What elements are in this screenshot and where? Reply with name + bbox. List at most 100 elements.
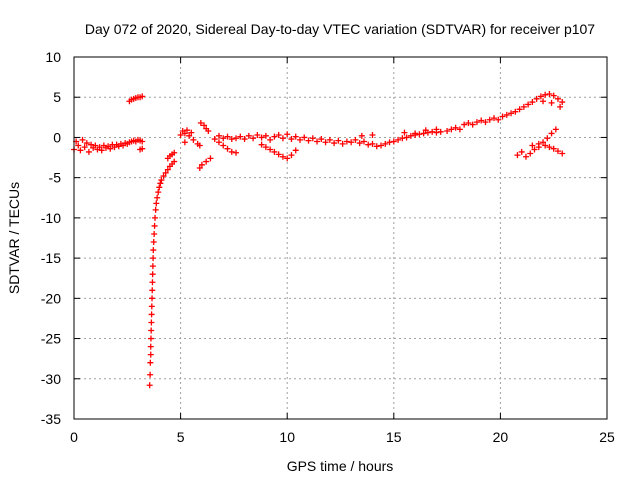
data-point — [386, 139, 393, 146]
data-point — [542, 142, 549, 149]
data-point — [456, 126, 463, 133]
data-point — [557, 103, 564, 110]
data-point — [416, 131, 423, 138]
data-point — [215, 132, 222, 139]
data-point — [155, 189, 162, 196]
data-point — [535, 140, 542, 147]
y-tick-label: -5 — [49, 170, 62, 186]
data-point — [162, 169, 169, 176]
data-point — [529, 142, 536, 149]
data-point — [215, 139, 222, 146]
data-point — [360, 138, 367, 145]
data-point — [540, 98, 547, 105]
y-tick-label: -15 — [41, 250, 61, 266]
data-point — [267, 146, 274, 153]
data-point — [196, 165, 203, 172]
y-axis-label: SDTVAR / TECUs — [6, 182, 22, 294]
data-point — [537, 93, 544, 100]
data-point — [160, 173, 167, 180]
data-point — [98, 147, 105, 154]
data-point — [292, 147, 299, 154]
data-point — [228, 148, 235, 155]
data-point — [284, 131, 291, 138]
data-point — [356, 140, 363, 147]
data-point — [433, 126, 440, 133]
data-point — [151, 222, 158, 229]
data-points — [71, 91, 566, 389]
data-point — [339, 140, 346, 147]
data-point — [188, 129, 195, 136]
data-point — [554, 95, 561, 102]
data-point — [422, 127, 429, 134]
data-point — [245, 132, 252, 139]
data-point — [75, 142, 82, 149]
data-point — [147, 371, 154, 378]
data-point — [186, 132, 193, 139]
data-point — [546, 91, 553, 98]
data-point — [139, 138, 146, 145]
data-point — [220, 135, 227, 142]
data-point — [491, 115, 498, 122]
data-point — [525, 101, 532, 108]
data-point — [548, 130, 555, 137]
data-point — [559, 99, 566, 106]
data-point — [197, 119, 204, 126]
data-point — [518, 148, 525, 155]
data-point — [512, 108, 519, 115]
data-point — [499, 113, 506, 120]
data-point — [149, 287, 156, 294]
data-point — [83, 140, 90, 147]
data-point — [309, 135, 316, 142]
data-point — [183, 127, 190, 134]
data-point — [271, 133, 278, 140]
data-point — [559, 150, 566, 157]
data-point — [279, 153, 286, 160]
data-point — [358, 132, 365, 139]
x-tick-label: 25 — [599, 429, 615, 445]
data-point — [322, 139, 329, 146]
data-point — [88, 141, 95, 148]
data-point — [237, 133, 244, 140]
x-tick-label: 20 — [493, 429, 509, 445]
data-point — [149, 271, 156, 278]
data-point — [147, 359, 154, 366]
data-point — [148, 303, 155, 310]
data-point — [258, 134, 265, 141]
data-point — [224, 133, 231, 140]
data-point — [147, 335, 154, 342]
data-point — [486, 116, 493, 123]
data-point — [382, 140, 389, 147]
data-point — [546, 144, 553, 151]
data-point — [92, 142, 99, 149]
data-point — [548, 99, 555, 106]
data-point — [448, 126, 455, 133]
data-point — [296, 136, 303, 143]
y-tick-label: -35 — [41, 411, 61, 427]
data-point — [181, 139, 188, 146]
data-point — [529, 99, 536, 106]
data-point — [79, 136, 86, 143]
data-point — [190, 136, 197, 143]
data-point — [482, 119, 489, 126]
data-point — [284, 155, 291, 162]
data-point — [403, 134, 410, 141]
data-point — [401, 129, 408, 136]
data-point — [171, 158, 178, 165]
data-point — [452, 124, 459, 131]
x-tick-label: 15 — [386, 429, 402, 445]
data-point — [369, 132, 376, 139]
data-point — [552, 126, 559, 133]
data-point — [495, 116, 502, 123]
data-point — [137, 146, 144, 153]
data-point — [158, 177, 165, 184]
data-point — [540, 139, 547, 146]
data-point — [77, 147, 84, 154]
data-point — [147, 343, 154, 350]
data-point — [211, 136, 218, 143]
data-point — [152, 206, 159, 213]
data-point — [514, 152, 521, 159]
data-point — [275, 151, 282, 158]
data-point — [164, 166, 171, 173]
